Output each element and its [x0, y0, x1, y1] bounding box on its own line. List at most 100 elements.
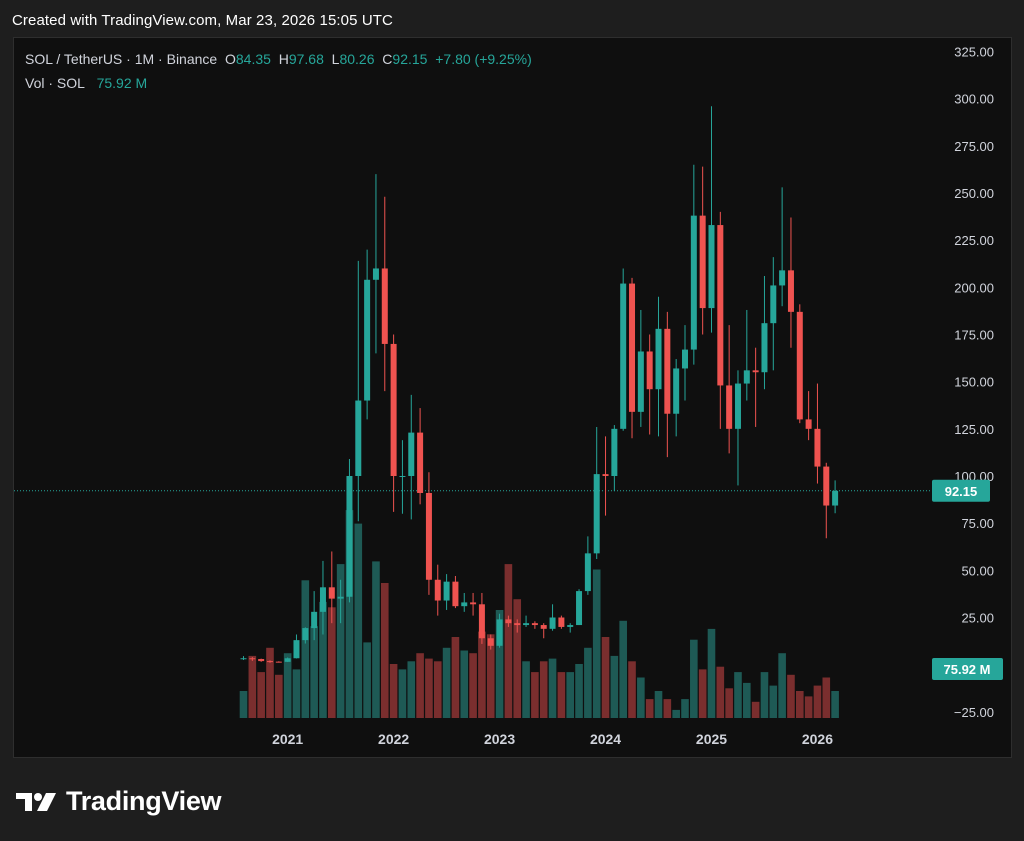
- volume-bar: [257, 672, 265, 718]
- candle-body: [558, 617, 565, 627]
- volume-bar: [769, 685, 778, 718]
- volume-bar: [416, 653, 424, 718]
- volume-bar: [637, 677, 645, 718]
- candle-body: [593, 474, 600, 554]
- volume-bar: [698, 669, 707, 718]
- legend-low-value: 80.26: [339, 51, 375, 67]
- y-tick-label: 250.00: [954, 186, 994, 201]
- candle-body: [787, 270, 794, 312]
- volume-bar: [407, 661, 416, 718]
- candle-body: [434, 579, 441, 601]
- candle-body: [699, 215, 706, 309]
- volume-bar: [690, 639, 698, 718]
- volume-bar: [504, 564, 513, 718]
- candle-body: [734, 383, 741, 429]
- candle-body: [549, 617, 556, 629]
- time-axis: 2021 2022 2023 2024 2025 2026: [272, 731, 833, 747]
- candle-body: [708, 225, 715, 309]
- volume-bar: [380, 583, 389, 718]
- chart-frame[interactable]: [13, 37, 1012, 758]
- candle-body: [417, 432, 424, 493]
- volume-bar: [734, 672, 742, 718]
- candle-body: [240, 658, 247, 660]
- volume-bar: [778, 653, 786, 718]
- volume-bar: [319, 601, 327, 718]
- volume-bar: [795, 691, 804, 718]
- candle-layer: [240, 106, 839, 663]
- candle-body: [372, 268, 379, 280]
- volume-bar: [557, 672, 566, 718]
- volume-bar: [654, 691, 663, 718]
- volume-bar: [442, 647, 451, 718]
- volume-bar: [787, 674, 795, 718]
- candle-body: [726, 385, 733, 429]
- candle-body: [531, 623, 538, 626]
- candle-body: [576, 591, 583, 626]
- candle-body: [505, 619, 512, 624]
- candle-body: [355, 400, 362, 476]
- volume-tag-label: 75.92 M: [944, 662, 991, 677]
- candle-body: [717, 225, 724, 386]
- candle-body: [523, 623, 530, 626]
- volume-bar: [813, 685, 822, 718]
- header-text: Created with TradingView.com, Mar 23, 20…: [12, 12, 393, 29]
- candle-body: [796, 311, 803, 420]
- volume-bar: [239, 691, 248, 718]
- volume-bar: [716, 666, 725, 718]
- legend-symbol: SOL / TetherUS · 1M · Binance: [25, 51, 218, 67]
- candle-body: [249, 658, 256, 660]
- y-tick-label: 50.00: [961, 563, 994, 578]
- legend-volume-value: 75.92 M: [96, 75, 148, 91]
- candle-body: [346, 476, 353, 597]
- volume-bar: [592, 569, 601, 718]
- legend-close-value: 92.15: [392, 51, 428, 67]
- candle-body: [629, 283, 636, 412]
- y-tick-label: −25.00: [954, 705, 994, 720]
- candle-body: [496, 619, 503, 646]
- volume-bar: [495, 610, 504, 718]
- candle-body: [461, 602, 468, 607]
- candle-body: [584, 553, 591, 592]
- candle-body: [275, 661, 282, 663]
- candle-body: [620, 283, 627, 429]
- candle-body: [258, 659, 265, 662]
- candle-body: [266, 661, 273, 663]
- candle-body: [319, 587, 326, 612]
- volume-bar: [469, 653, 477, 718]
- candle-body: [470, 602, 477, 605]
- volume-bar: [389, 664, 398, 718]
- candle-body: [567, 625, 574, 627]
- brand-name: TradingView: [66, 786, 222, 816]
- legend-low-label: L: [331, 51, 340, 67]
- volume-bar: [283, 653, 292, 718]
- candle-body: [293, 640, 300, 659]
- candle-body: [390, 343, 397, 476]
- y-tick-label: 150.00: [954, 375, 994, 390]
- candle-body: [646, 351, 653, 390]
- candle-body: [311, 611, 318, 629]
- volume-bar: [610, 655, 619, 718]
- price-tag-label: 92.15: [945, 484, 978, 499]
- legend-volume-label: Vol · SOL: [25, 75, 85, 91]
- volume-bar: [336, 564, 345, 718]
- volume-bar: [398, 669, 407, 718]
- volume-bar: [266, 647, 274, 718]
- volume-bar: [584, 647, 592, 718]
- candle-body: [408, 432, 415, 476]
- candle-body: [302, 628, 309, 641]
- volume-bar: [804, 696, 813, 718]
- volume-bar: [275, 674, 283, 718]
- y-tick-label: 225.00: [954, 233, 994, 248]
- volume-bar: [310, 626, 318, 718]
- candle-body: [805, 419, 812, 429]
- tradingview-logo[interactable]: TradingView: [16, 786, 222, 817]
- volume-layer: [239, 510, 839, 718]
- candle-body: [637, 351, 644, 412]
- candle-body: [752, 370, 759, 373]
- candle-body: [832, 490, 839, 506]
- legend-close-label: C: [382, 51, 393, 67]
- candle-body: [823, 466, 830, 506]
- candle-body: [673, 368, 680, 414]
- legend-high-value: 97.68: [288, 51, 324, 67]
